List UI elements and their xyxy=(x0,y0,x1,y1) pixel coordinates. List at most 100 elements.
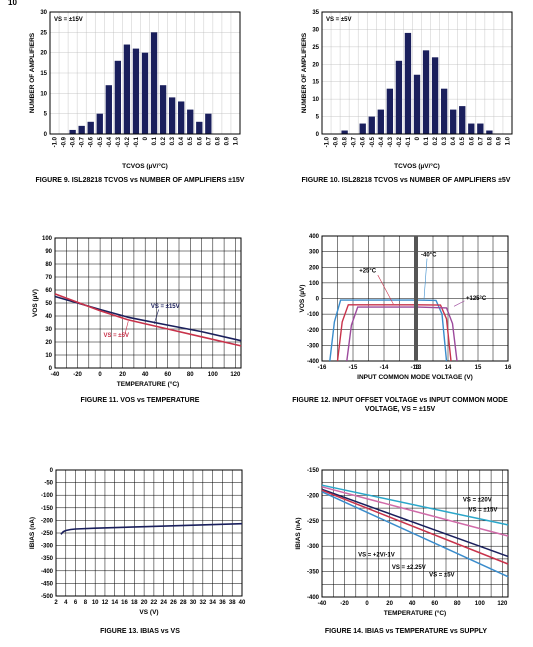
x-tick-label: -0.9 xyxy=(334,136,340,147)
y-tick-label: 100 xyxy=(42,236,53,242)
x-tick-label: 10 xyxy=(92,600,99,606)
x-tick-label: 24 xyxy=(160,600,167,606)
y-axis-label: VOS (µV) xyxy=(32,289,39,317)
x-tick-label: 15 xyxy=(475,365,482,371)
x-tick-label: 0.4 xyxy=(451,136,457,145)
x-tick-label: 28 xyxy=(180,600,187,606)
label-plus25: +25°C xyxy=(359,269,377,275)
x-tick-label: -0.3 xyxy=(388,136,394,147)
x-axis-label: TCVOS (µV/°C) xyxy=(122,162,168,170)
x-tick-label: 32 xyxy=(199,600,206,606)
y-tick-label: -200 xyxy=(307,328,320,334)
x-axis-label: TEMPERATURE (°C) xyxy=(384,609,446,617)
x-tick-label: 20 xyxy=(386,601,393,607)
y-axis-label: VOS (µV) xyxy=(299,285,306,313)
x-tick-label: 100 xyxy=(475,601,486,607)
y-tick-label: -150 xyxy=(307,468,320,474)
bar-0.1 xyxy=(150,32,158,135)
bar--0.7 xyxy=(78,125,85,134)
x-tick-label: -0.3 xyxy=(116,136,122,147)
x-tick-label: -0.4 xyxy=(379,136,385,147)
legend-pointer xyxy=(124,321,129,335)
y-tick-label: -400 xyxy=(307,359,320,365)
x-tick-label: 0.6 xyxy=(469,136,475,145)
y-tick-label: 200 xyxy=(309,265,320,271)
x-tick-label: 40 xyxy=(142,372,149,378)
x-tick-label: -1.0 xyxy=(53,136,59,147)
y-tick-label: 20 xyxy=(45,340,52,346)
bar--0.4 xyxy=(377,109,384,134)
page-number: 10 xyxy=(8,0,17,7)
y-tick-label: -350 xyxy=(307,570,320,576)
x-tick-label: 16 xyxy=(505,365,512,371)
x-tick-label: 0.8 xyxy=(487,136,493,145)
caption-fig12: FIGURE 12. INPUT OFFSET VOLTAGE vs INPUT… xyxy=(270,396,530,414)
x-tick-label: -0.2 xyxy=(397,136,403,147)
caption-fig13: FIGURE 13. IBIAS vs VS xyxy=(100,628,180,635)
x-tick-label: 0 xyxy=(415,136,421,140)
series-line-+25°C xyxy=(336,304,452,362)
fig13-chart: 2 4 6 8 10 12 14 16 18 20 22 24 26 28 30 32 34 36 38 400-50… xyxy=(29,468,246,616)
x-tick-label: 0.9 xyxy=(224,136,230,145)
y-tick-label: -200 xyxy=(41,518,54,524)
x-tick-label: 0.2 xyxy=(161,136,167,145)
bar-0.4 xyxy=(178,101,185,134)
x-tick-label: -20 xyxy=(73,372,82,378)
bar-0.6 xyxy=(468,123,475,134)
y-tick-label: 25 xyxy=(40,30,47,36)
y-tick-label: 0 xyxy=(49,366,53,372)
figure-14: -40 -20 0 20 40 60 80 100 120 -150 -200 -250 -300 -35… xyxy=(266,460,533,620)
x-axis-label: VS (V) xyxy=(139,609,158,616)
y-tick-label: -50 xyxy=(44,481,53,487)
y-tick-label: 30 xyxy=(40,10,47,16)
x-tick-label: 0.1 xyxy=(152,136,158,145)
bar--0.3 xyxy=(386,88,394,134)
legend-pointer xyxy=(153,309,159,324)
bar--0.8 xyxy=(69,129,76,134)
bar-0 xyxy=(413,74,421,134)
y-tick-label: 0 xyxy=(316,297,320,303)
x-tick-label: -13 xyxy=(411,365,420,371)
bar--0.5 xyxy=(96,113,103,134)
y-tick-label: 0 xyxy=(316,132,320,138)
bar-0.6 xyxy=(196,121,203,134)
caption-fig14: FIGURE 14. IBIAS vs TEMPERATURE vs SUPPL… xyxy=(324,628,488,635)
x-tick-label: -0.8 xyxy=(343,136,349,147)
x-tick-label: -0.9 xyxy=(62,136,68,147)
legend-vs15: VS = ±15V xyxy=(151,304,180,310)
bar-0.3 xyxy=(440,88,448,134)
x-tick-label: 0.1 xyxy=(424,136,430,145)
y-tick-label: 20 xyxy=(40,51,47,57)
x-axis-label: TCVOS (µV/°C) xyxy=(394,162,440,170)
x-tick-label: -0.5 xyxy=(370,136,376,147)
y-axis-label: IBIAS (nA) xyxy=(295,517,302,549)
x-tick-label: -0.1 xyxy=(406,136,412,147)
caption-fig11: FIGURE 11. VOS vs TEMPERATURE xyxy=(80,397,200,404)
y-tick-label: 80 xyxy=(45,262,52,268)
fig-annotation: VS = ±5V xyxy=(326,17,351,23)
label-vs15: VS = ±15V xyxy=(469,508,498,514)
x-tick-label: 6 xyxy=(74,600,78,606)
y-tick-label: -100 xyxy=(41,493,54,499)
x-tick-label: 18 xyxy=(131,600,138,606)
bar-0.3 xyxy=(168,97,176,134)
x-tick-label: 0.6 xyxy=(197,136,203,145)
bar-0.8 xyxy=(486,130,493,134)
y-tick-label: -300 xyxy=(41,544,54,550)
bar-0.4 xyxy=(450,109,457,134)
x-tick-label: 0.8 xyxy=(215,136,221,145)
x-tick-label: 26 xyxy=(170,600,177,606)
x-tick-label: 1.0 xyxy=(505,136,511,145)
x-tick-label: -16 xyxy=(318,365,327,371)
y-tick-label: 30 xyxy=(45,327,52,333)
bar-0.1 xyxy=(422,50,430,134)
label-pointer xyxy=(377,274,394,305)
x-tick-label: 80 xyxy=(454,601,461,607)
bar--0.2 xyxy=(123,44,131,134)
x-tick-label: 0.2 xyxy=(433,136,439,145)
x-tick-label: 22 xyxy=(151,600,158,606)
y-tick-label: 70 xyxy=(45,275,52,281)
bar--0.1 xyxy=(132,48,140,134)
y-tick-label: -400 xyxy=(41,569,54,575)
y-tick-label: 10 xyxy=(45,353,52,359)
